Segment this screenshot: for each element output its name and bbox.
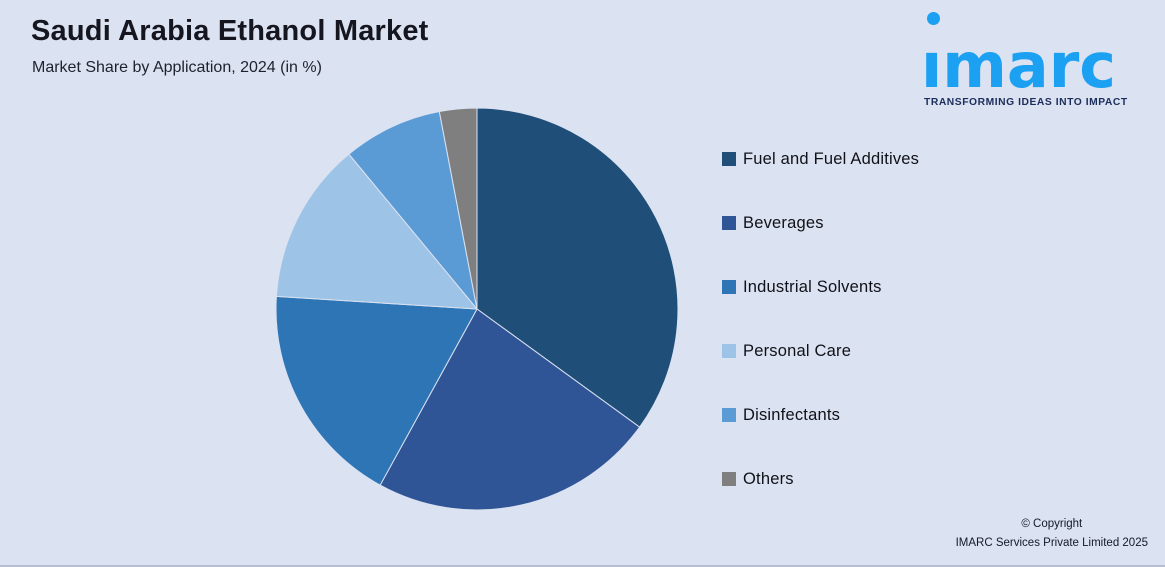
pie-slice-disinfectants — [348, 111, 478, 310]
page-title: Saudi Arabia Ethanol Market — [31, 15, 429, 47]
legend-label-beverages: Beverages — [743, 213, 824, 232]
legend-item-personal-care: Personal Care — [722, 337, 919, 365]
pie-slice-beverages — [379, 308, 641, 511]
legend-item-fuel-and-fuel-additives: Fuel and Fuel Additives — [722, 145, 919, 173]
legend-label-industrial-solvents: Industrial Solvents — [743, 277, 882, 296]
legend-swatch-personal-care — [722, 344, 736, 358]
legend-item-disinfectants: Disinfectants — [722, 401, 919, 429]
pie-slice-others — [438, 107, 478, 310]
legend-item-others: Others — [722, 465, 919, 493]
imarc-logo: ımarc TRANSFORMING IDEAS INTO IMPACT — [921, 8, 1153, 110]
page-subtitle: Market Share by Application, 2024 (in %) — [32, 59, 322, 76]
pie-slice-fuel-and-fuel-additives — [476, 107, 679, 428]
copyright: © Copyright IMARC Services Private Limit… — [956, 515, 1148, 553]
pie-slice-personal-care — [275, 153, 478, 310]
pie-chart — [275, 107, 679, 511]
legend-swatch-industrial-solvents — [722, 280, 736, 294]
legend-item-beverages: Beverages — [722, 209, 919, 237]
legend-swatch-others — [722, 472, 736, 486]
logo-dot-icon — [927, 12, 940, 25]
logo-tagline: TRANSFORMING IDEAS INTO IMPACT — [924, 97, 1128, 108]
bottom-edge-divider — [0, 565, 1165, 567]
legend: Fuel and Fuel Additives Beverages Industri… — [722, 145, 919, 529]
logo-wordmark: ımarc — [921, 29, 1117, 102]
legend-swatch-fuel-and-fuel-additives — [722, 152, 736, 166]
legend-item-industrial-solvents: Industrial Solvents — [722, 273, 919, 301]
legend-label-disinfectants: Disinfectants — [743, 405, 841, 424]
copyright-line1: © Copyright — [1021, 518, 1083, 530]
pie-chart-svg — [275, 107, 679, 511]
legend-label-others: Others — [743, 469, 794, 488]
pie-slice-industrial-solvents — [275, 295, 478, 486]
legend-swatch-disinfectants — [722, 408, 736, 422]
legend-label-fuel-and-fuel-additives: Fuel and Fuel Additives — [743, 149, 920, 168]
legend-swatch-beverages — [722, 216, 736, 230]
copyright-line2: IMARC Services Private Limited 2025 — [955, 537, 1148, 549]
legend-label-personal-care: Personal Care — [743, 341, 852, 360]
